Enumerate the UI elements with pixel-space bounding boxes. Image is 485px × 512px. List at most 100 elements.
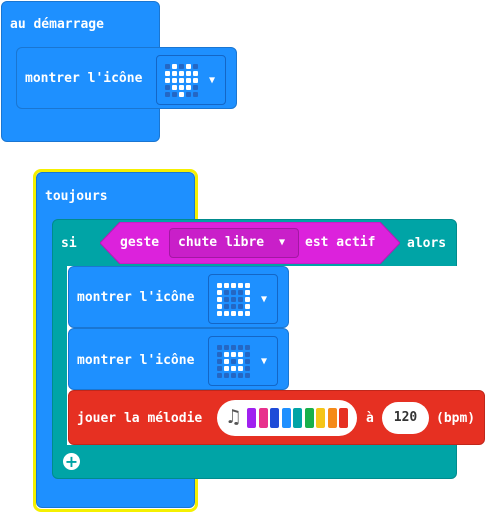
led-cell bbox=[245, 359, 250, 364]
led-cell bbox=[245, 283, 250, 288]
led-cell bbox=[186, 71, 191, 76]
show-icon-block-1[interactable]: montrer l'icône ▼ bbox=[68, 266, 289, 328]
chevron-down-icon: ▼ bbox=[261, 356, 268, 367]
led-cell bbox=[245, 373, 250, 378]
forever-label: toujours bbox=[45, 189, 108, 204]
led-cell bbox=[224, 366, 229, 371]
led-cell bbox=[224, 297, 229, 302]
show-icon-block-start[interactable]: montrer l'icône ▼ bbox=[16, 47, 237, 109]
on-start-label: au démarrage bbox=[10, 17, 104, 32]
tempo-value: 120 bbox=[393, 410, 418, 425]
led-cell bbox=[217, 359, 222, 364]
led-cell bbox=[172, 78, 177, 83]
led-cell bbox=[179, 64, 184, 69]
at-label: à bbox=[366, 411, 374, 426]
led-cell bbox=[224, 304, 229, 309]
led-cell bbox=[238, 290, 243, 295]
led-cell bbox=[238, 345, 243, 350]
led-cell bbox=[217, 373, 222, 378]
led-cell bbox=[172, 85, 177, 90]
melody-note-swatch bbox=[293, 408, 302, 428]
led-cell bbox=[193, 92, 198, 97]
led-cell bbox=[193, 64, 198, 69]
led-cell bbox=[231, 352, 236, 357]
icon-picker-dropdown[interactable]: ▼ bbox=[208, 274, 278, 324]
gesture-label: geste bbox=[120, 235, 160, 250]
led-cell bbox=[231, 311, 236, 316]
led-cell bbox=[165, 71, 170, 76]
music-note-icon: ♫ bbox=[225, 406, 243, 428]
led-cell bbox=[224, 352, 229, 357]
small-square-icon bbox=[217, 345, 251, 379]
bpm-label: (bpm) bbox=[436, 411, 476, 426]
led-cell bbox=[245, 304, 250, 309]
chevron-down-icon: ▼ bbox=[261, 294, 268, 305]
led-cell bbox=[172, 71, 177, 76]
show-icon-label: montrer l'icône bbox=[77, 353, 195, 368]
melody-picker[interactable]: ♫ bbox=[217, 400, 357, 436]
led-cell bbox=[217, 366, 222, 371]
melody-note-swatch bbox=[339, 408, 348, 428]
led-cell bbox=[179, 71, 184, 76]
led-cell bbox=[231, 290, 236, 295]
melody-note-swatch bbox=[327, 408, 337, 428]
melody-note-swatch bbox=[258, 408, 268, 428]
chevron-down-icon: ▼ bbox=[279, 237, 286, 248]
chevron-down-icon: ▼ bbox=[209, 75, 216, 86]
led-cell bbox=[179, 85, 184, 90]
tempo-input[interactable]: 120 bbox=[382, 402, 429, 434]
led-cell bbox=[224, 311, 229, 316]
led-cell bbox=[179, 78, 184, 83]
led-cell bbox=[193, 71, 198, 76]
led-cell bbox=[186, 92, 191, 97]
then-label: alors bbox=[407, 236, 447, 251]
square-icon bbox=[217, 283, 251, 317]
icon-picker-dropdown[interactable]: ▼ bbox=[156, 55, 226, 105]
icon-picker-dropdown[interactable]: ▼ bbox=[208, 336, 278, 386]
led-cell bbox=[224, 345, 229, 350]
led-cell bbox=[217, 311, 222, 316]
led-cell bbox=[193, 78, 198, 83]
melody-note-swatch bbox=[270, 408, 279, 428]
led-cell bbox=[186, 78, 191, 83]
melody-swatches bbox=[247, 408, 351, 428]
led-cell bbox=[245, 311, 250, 316]
led-cell bbox=[245, 297, 250, 302]
led-cell bbox=[165, 78, 170, 83]
show-icon-block-2[interactable]: montrer l'icône ▼ bbox=[68, 328, 289, 390]
if-label: si bbox=[61, 236, 77, 251]
led-cell bbox=[165, 64, 170, 69]
led-cell bbox=[165, 92, 170, 97]
led-cell bbox=[186, 64, 191, 69]
melody-note-swatch bbox=[281, 408, 291, 428]
led-cell bbox=[172, 92, 177, 97]
led-cell bbox=[179, 92, 184, 97]
led-cell bbox=[172, 64, 177, 69]
led-cell bbox=[238, 366, 243, 371]
led-cell bbox=[224, 283, 229, 288]
melody-note-swatch bbox=[247, 408, 256, 428]
led-cell bbox=[238, 352, 243, 357]
led-cell bbox=[245, 345, 250, 350]
led-cell bbox=[165, 85, 170, 90]
led-cell bbox=[238, 373, 243, 378]
gesture-dropdown[interactable]: chute libre ▼ bbox=[169, 228, 299, 258]
plus-icon[interactable]: + bbox=[63, 452, 80, 471]
led-cell bbox=[238, 311, 243, 316]
led-cell bbox=[238, 304, 243, 309]
led-cell bbox=[245, 290, 250, 295]
show-icon-label: montrer l'icône bbox=[25, 71, 143, 86]
led-cell bbox=[231, 345, 236, 350]
led-cell bbox=[245, 352, 250, 357]
play-melody-block[interactable]: jouer la mélodie ♫ à 120 (bpm) bbox=[68, 390, 485, 445]
led-cell bbox=[217, 297, 222, 302]
led-cell bbox=[217, 345, 222, 350]
led-cell bbox=[186, 85, 191, 90]
led-cell bbox=[231, 373, 236, 378]
led-cell bbox=[245, 366, 250, 371]
led-cell bbox=[238, 283, 243, 288]
heart-icon bbox=[165, 64, 199, 98]
gesture-value: chute libre bbox=[178, 235, 265, 250]
led-cell bbox=[217, 352, 222, 357]
melody-note-swatch bbox=[316, 408, 325, 428]
